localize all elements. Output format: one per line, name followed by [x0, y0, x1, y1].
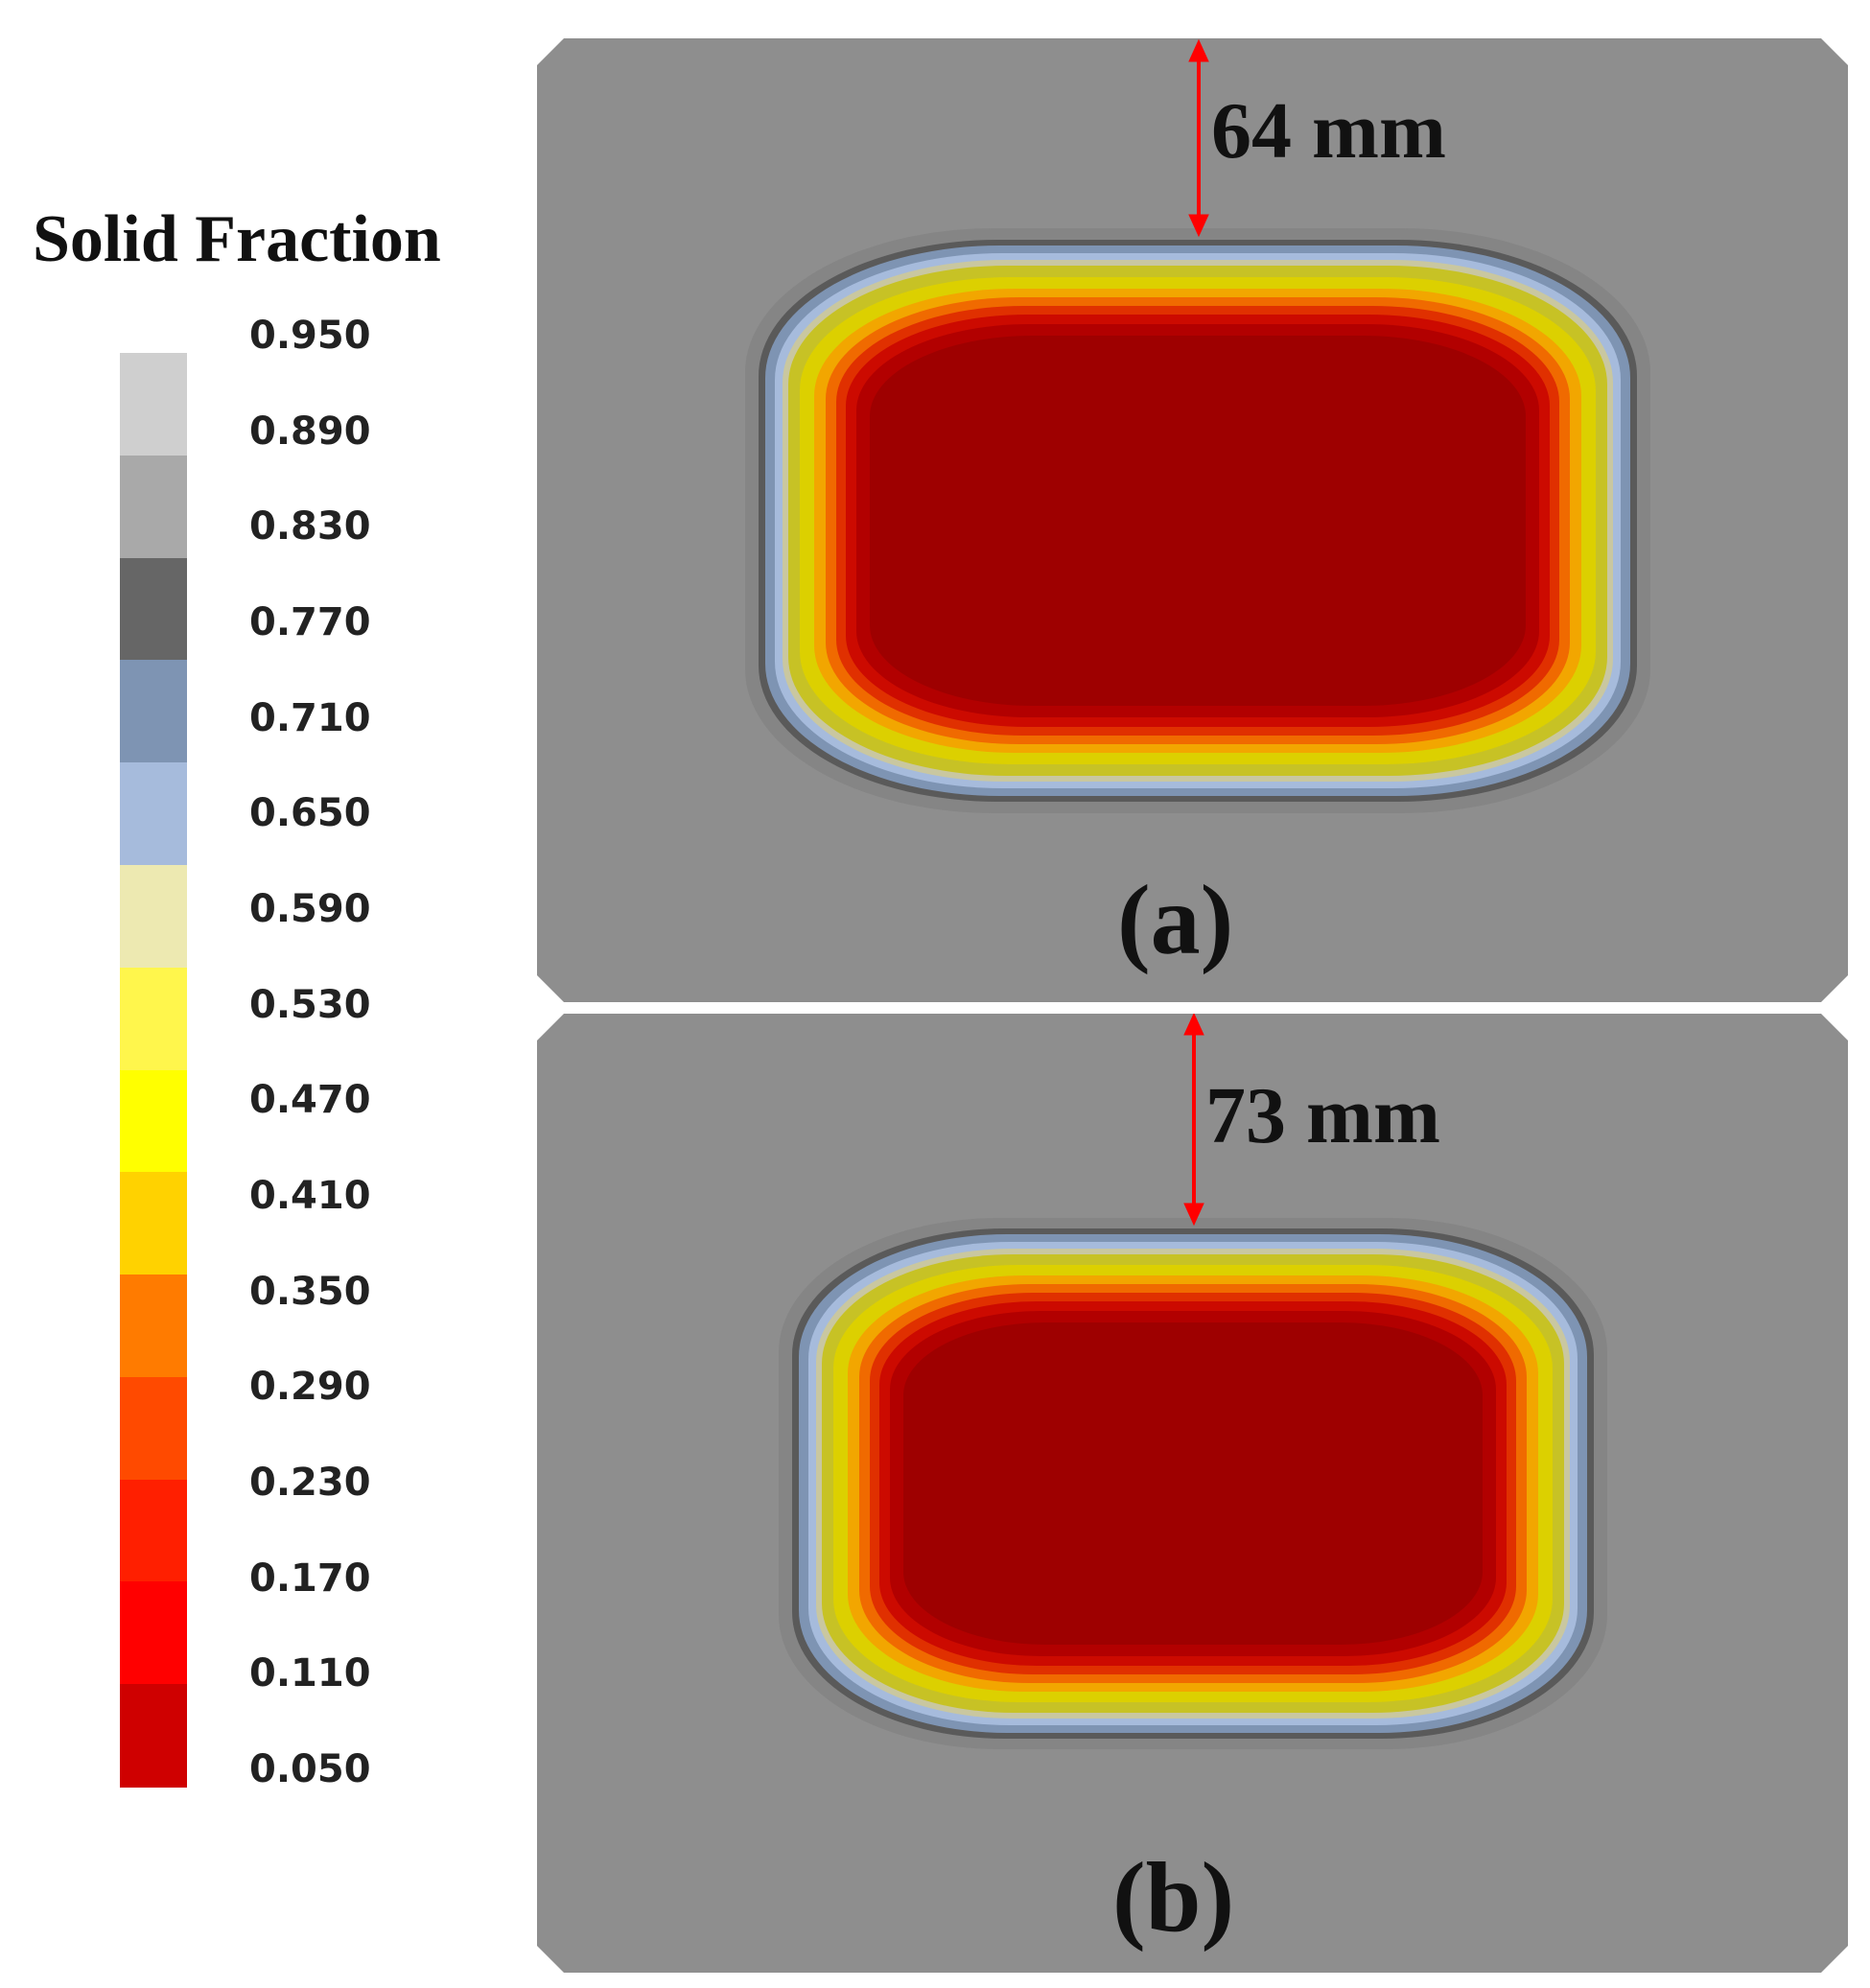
colorbar-segment	[120, 455, 187, 559]
panel-a-core	[870, 336, 1526, 706]
colorbar-segment	[120, 1275, 187, 1378]
colorbar-tick-label: 0.770	[249, 600, 371, 644]
colorbar-segment	[120, 1684, 187, 1788]
legend-title: Solid Fraction	[33, 202, 441, 276]
panel-b-label: (b)	[1112, 1842, 1235, 1953]
colorbar-tick-label: 0.590	[249, 887, 371, 931]
colorbar-segment	[120, 1376, 187, 1481]
colorbar-segment	[120, 660, 187, 764]
colorbar-tick-label: 0.470	[249, 1078, 371, 1123]
colorbar-tick-label: 0.230	[249, 1461, 371, 1505]
panel-a-contour	[537, 38, 1848, 1002]
panel-b-dimension-arrow	[1183, 1014, 1204, 1227]
panel-b-core	[903, 1322, 1483, 1645]
colorbar-tick-label: 0.110	[249, 1651, 371, 1696]
colorbar-tick-label: 0.050	[249, 1747, 371, 1791]
colorbar-tick-label: 0.350	[249, 1269, 371, 1314]
colorbar-segment	[120, 1479, 187, 1583]
colorbar-segment	[120, 557, 187, 662]
colorbar-segment	[120, 1172, 187, 1276]
colorbar	[120, 353, 187, 1788]
colorbar-segment	[120, 762, 187, 866]
colorbar-tick-label: 0.170	[249, 1555, 371, 1601]
colorbar-tick-label: 0.890	[249, 409, 371, 454]
panel-b-dimension-label: 73 mm	[1205, 1071, 1440, 1160]
panel-a: 64 mm (a)	[537, 38, 1848, 1002]
panel-a-label: (a)	[1117, 865, 1234, 975]
colorbar-segment	[120, 1069, 187, 1174]
colorbar-segment	[120, 967, 187, 1071]
colorbar-tick-label: 0.710	[249, 695, 371, 740]
panel-b: 73 mm (b)	[537, 1014, 1848, 1973]
colorbar-tick-label: 0.830	[249, 504, 371, 550]
panel-a-dimension-label: 64 mm	[1211, 86, 1446, 175]
panel-b-contour	[537, 1014, 1848, 1973]
colorbar-tick-label: 0.410	[249, 1174, 371, 1218]
colorbar-tick-label: 0.650	[249, 791, 371, 836]
colorbar-segment	[120, 864, 187, 969]
colorbar-tick-label: 0.290	[249, 1365, 371, 1410]
colorbar-segment	[120, 353, 187, 456]
colorbar-segment	[120, 1581, 187, 1686]
colorbar-tick-label: 0.950	[249, 314, 371, 358]
colorbar-tick-label: 0.530	[249, 982, 371, 1027]
panel-a-dimension-arrow	[1188, 38, 1209, 238]
